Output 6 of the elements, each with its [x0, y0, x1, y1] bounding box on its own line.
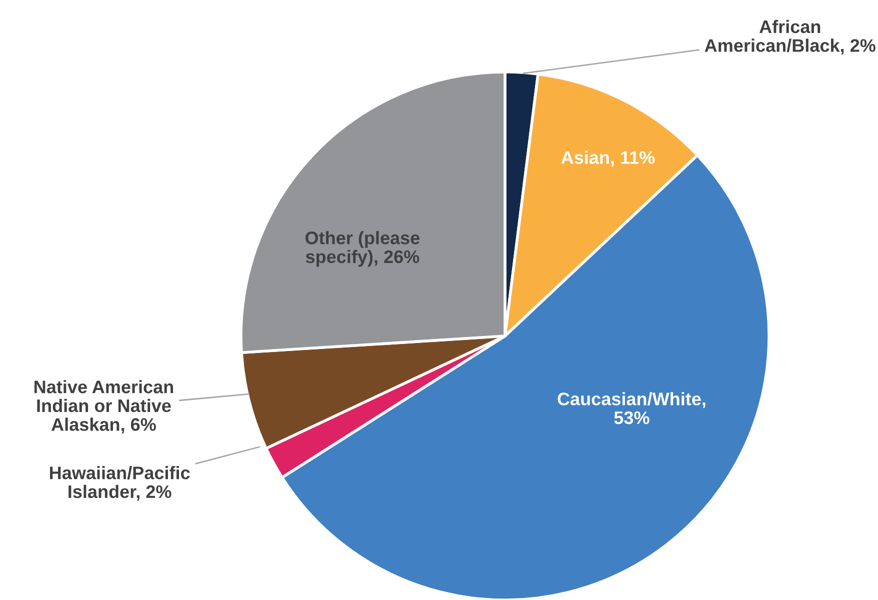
- slice-label: African American/Black, 2%: [704, 20, 876, 55]
- slice-label: Caucasian/White, 53%: [558, 392, 706, 424]
- slice-label: Native American Indian or Native Alaskan, 6%: [34, 380, 174, 434]
- slice-label: Other (please specify), 26%: [305, 231, 420, 267]
- slice-label: Hawaiian/Pacific Islander, 2%: [50, 466, 190, 501]
- slice-label: Asian, 11%: [561, 150, 655, 167]
